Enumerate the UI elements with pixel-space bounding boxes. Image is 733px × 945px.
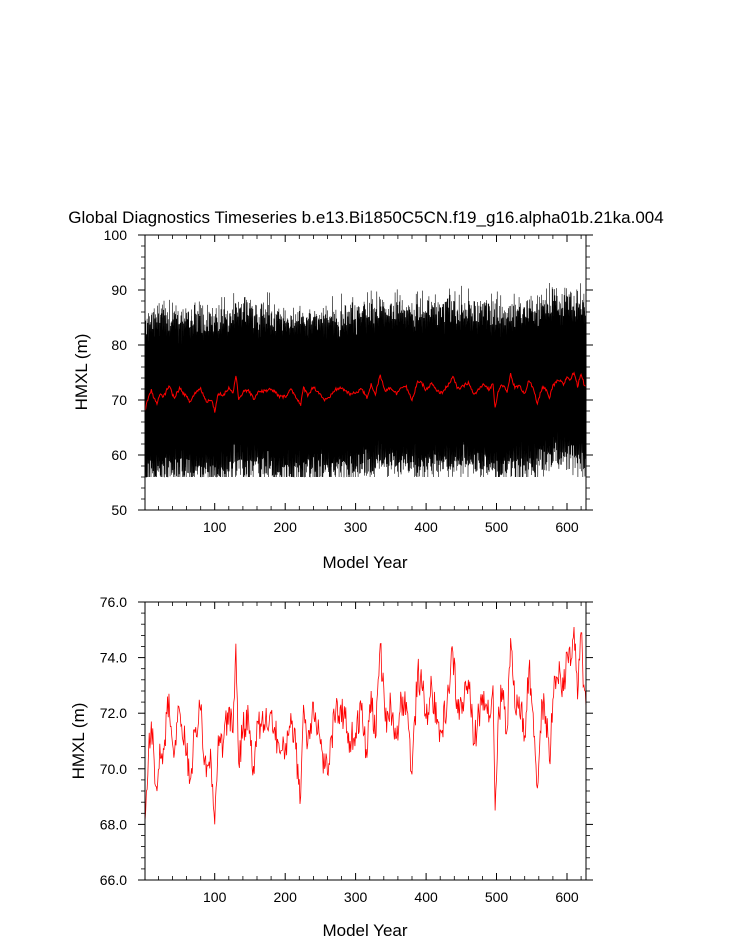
y-tick-label: 100 <box>104 227 128 243</box>
y-tick-label: 72.0 <box>100 705 127 721</box>
x-tick-label: 600 <box>555 889 579 905</box>
bottom-ticks <box>138 601 593 881</box>
y-tick-label: 90 <box>111 282 127 298</box>
top-x-axis-title: Model Year <box>322 553 407 572</box>
top-y-axis-title: HMXL (m) <box>72 334 91 411</box>
top-ticks <box>138 234 593 511</box>
y-tick-label: 66.0 <box>100 872 127 888</box>
y-tick-label: 74.0 <box>100 650 127 666</box>
y-tick-label: 80 <box>111 337 127 353</box>
bottom-x-axis-title: Model Year <box>322 921 407 940</box>
x-tick-label: 600 <box>555 519 579 535</box>
bottom-series-group <box>144 626 587 825</box>
y-tick-label: 70.0 <box>100 761 127 777</box>
x-tick-label: 300 <box>344 889 368 905</box>
y-tick-label: 50 <box>111 502 127 518</box>
x-tick-label: 100 <box>203 889 227 905</box>
y-tick-label: 70 <box>111 392 127 408</box>
x-tick-label: 500 <box>485 519 509 535</box>
x-tick-label: 400 <box>414 889 438 905</box>
x-tick-label: 200 <box>274 519 298 535</box>
x-tick-label: 200 <box>274 889 298 905</box>
top-plot-frame <box>144 234 587 511</box>
top-annual-series-line <box>144 371 587 413</box>
figure-title: Global Diagnostics Timeseries b.e13.Bi18… <box>68 208 663 227</box>
x-tick-label: 400 <box>414 519 438 535</box>
top-y-tick-labels: 50 60 70 80 90 100 <box>104 227 128 518</box>
bottom-annual-series-line <box>144 626 587 825</box>
bottom-y-axis-title: HMXL (m) <box>69 703 88 780</box>
top-series-group <box>144 282 587 478</box>
y-tick-label: 60 <box>111 447 127 463</box>
top-panel: 100 200 300 400 500 600 50 60 70 80 90 100 Model Y… <box>72 227 593 572</box>
bottom-x-tick-labels: 100 200 300 400 500 600 <box>203 889 579 905</box>
bottom-panel: 100 200 300 400 500 600 66.0 68.0 70.0 72.0 74.0 7… <box>69 594 593 940</box>
y-tick-label: 68.0 <box>100 816 127 832</box>
x-tick-label: 300 <box>344 519 368 535</box>
x-tick-label: 100 <box>203 519 227 535</box>
bottom-plot-frame <box>144 601 587 881</box>
y-tick-label: 76.0 <box>100 594 127 610</box>
top-monthly-series-line <box>144 282 587 478</box>
top-x-tick-labels: 100 200 300 400 500 600 <box>203 519 579 535</box>
bottom-y-tick-labels: 66.0 68.0 70.0 72.0 74.0 76.0 <box>100 594 127 888</box>
x-tick-label: 500 <box>485 889 509 905</box>
